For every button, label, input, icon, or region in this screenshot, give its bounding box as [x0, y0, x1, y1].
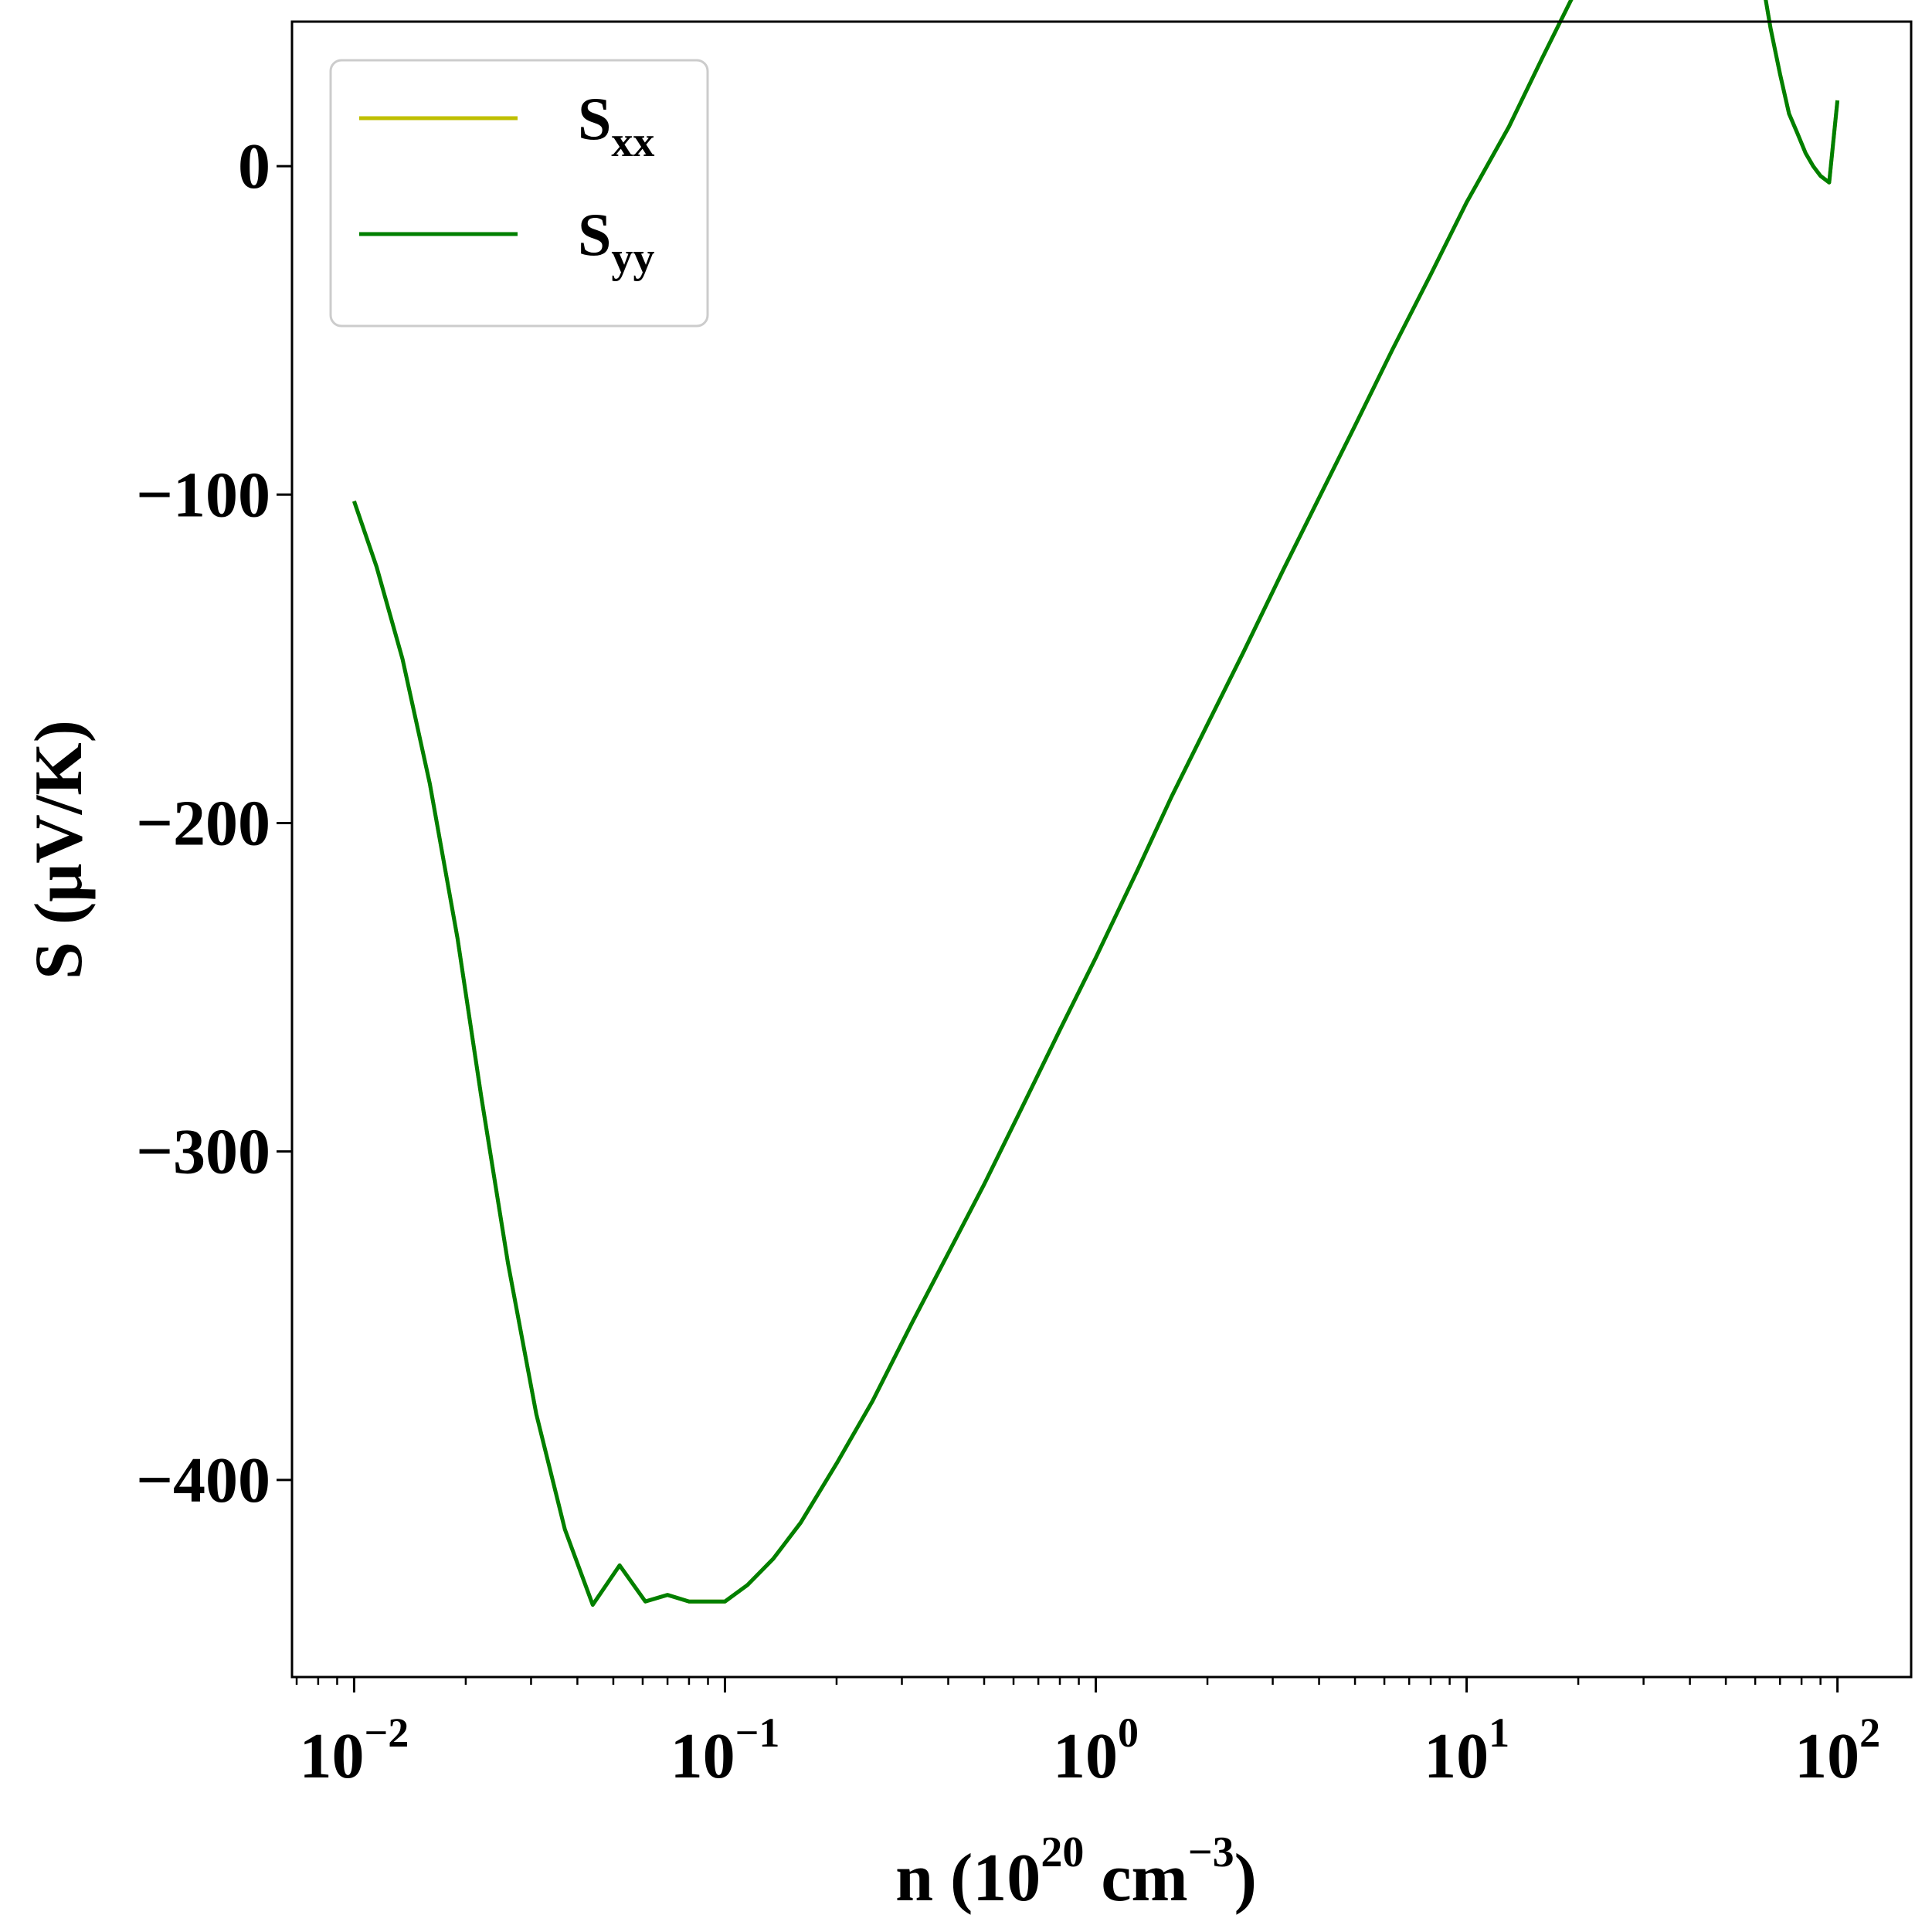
plot-area — [352, 0, 1840, 1607]
y-tick-label: −300 — [136, 1116, 270, 1188]
y-tick-label: 0 — [238, 131, 270, 202]
legend-subscript-syy: yy — [611, 234, 654, 282]
x-axis-label: n (1020 cm−3) — [895, 1828, 1257, 1916]
y-tick-label: −100 — [136, 459, 270, 531]
series-line-yy — [352, 0, 1840, 1607]
legend-entry-sxx: Sxx — [578, 85, 654, 166]
legend: Sxx Syy — [329, 59, 709, 328]
legend-subscript-sxx: xx — [611, 118, 654, 166]
x-tick-label: 102 — [1794, 1709, 1880, 1792]
legend-label-syy: S — [578, 201, 611, 268]
x-tick-label: 10−2 — [300, 1709, 409, 1792]
x-tick-label: 101 — [1424, 1709, 1509, 1792]
y-tick-label: −200 — [136, 787, 270, 859]
x-tick-label: 100 — [1053, 1709, 1139, 1792]
legend-box — [329, 59, 709, 328]
y-axis-label: S (μV/K) — [22, 720, 97, 979]
x-tick-label: 10−1 — [671, 1709, 780, 1792]
y-tick-label: −400 — [136, 1445, 270, 1516]
x-axis: 10−2 10−1 100 101 102 — [295, 1677, 1880, 1792]
legend-entry-syy: Syy — [578, 201, 654, 282]
legend-label-sxx: S — [578, 85, 611, 152]
y-axis: 0 −100 −200 −300 −400 — [136, 131, 292, 1516]
plot-frame — [290, 20, 1913, 1679]
